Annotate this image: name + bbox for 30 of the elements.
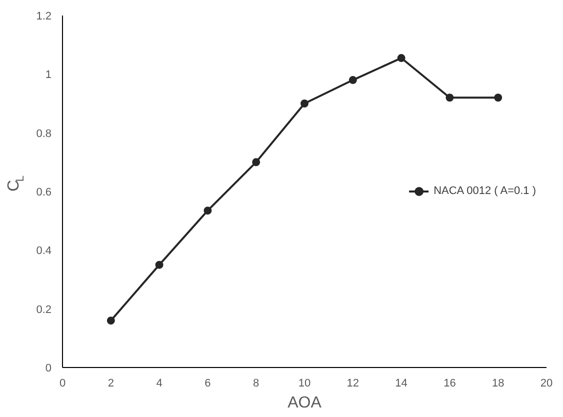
point bbox=[204, 206, 212, 215]
y-tick-label: 0.2 bbox=[36, 304, 52, 316]
point bbox=[397, 54, 406, 62]
x-tick-label: 2 bbox=[108, 378, 114, 390]
y-tick-label: 0.4 bbox=[36, 245, 52, 258]
point bbox=[155, 260, 164, 269]
point bbox=[252, 158, 260, 166]
point bbox=[446, 94, 454, 102]
x-tick-label: 6 bbox=[204, 378, 211, 390]
y-tick-label: 0 bbox=[45, 362, 52, 374]
x-tick-label: 16 bbox=[444, 378, 456, 390]
x-tick-label: 20 bbox=[540, 378, 553, 390]
x-tick-label: 14 bbox=[395, 378, 408, 390]
y-axis-title: CL bbox=[6, 175, 26, 192]
x-tick-label: 0 bbox=[59, 378, 66, 390]
point bbox=[106, 316, 115, 325]
x-tick-label: 10 bbox=[298, 378, 311, 390]
x-tick-label: 4 bbox=[156, 378, 162, 390]
x-axis-title: AOA bbox=[288, 394, 322, 412]
y-tick-label: 0.6 bbox=[36, 186, 52, 198]
y-tick-label: 1 bbox=[45, 69, 52, 82]
x-tick-label: 12 bbox=[346, 378, 360, 390]
legend-label: NACA 0012 ( A=0.1 ) bbox=[434, 185, 536, 197]
y-tick-label: 0.8 bbox=[36, 128, 52, 140]
y-tick-label: 1.2 bbox=[36, 10, 52, 22]
x-tick-label: 8 bbox=[253, 378, 260, 390]
point bbox=[300, 100, 308, 108]
point bbox=[494, 94, 502, 102]
point bbox=[348, 76, 357, 84]
x-tick-label: 18 bbox=[492, 378, 504, 390]
